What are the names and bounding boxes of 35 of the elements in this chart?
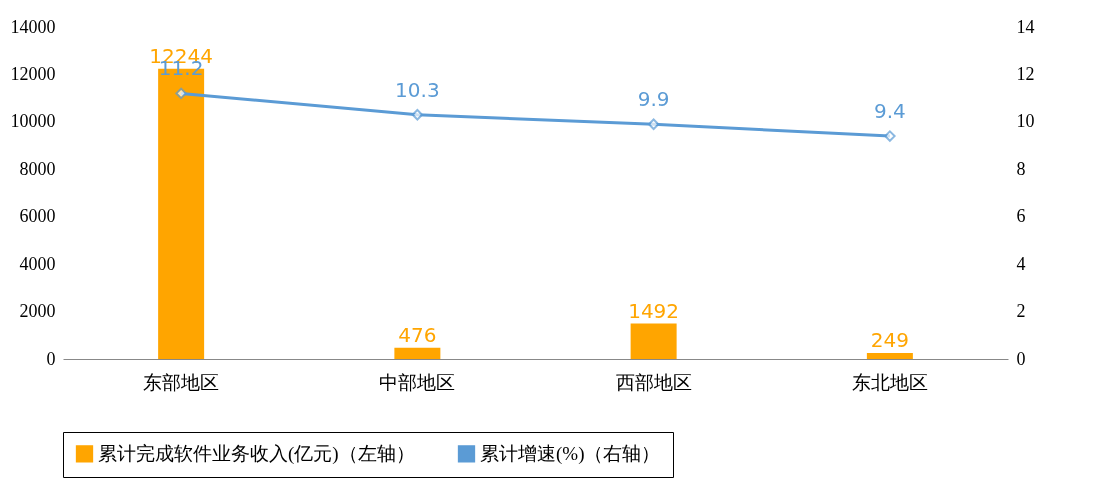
y-tick-label: 10000 (10, 111, 56, 132)
y-tick-label: 0 (46, 348, 56, 369)
y2-tick-label: 12 (1016, 63, 1035, 84)
x-tick-label: 东北地区 (851, 371, 928, 393)
point (647, 118, 660, 130)
y-tick-label: 6000 (19, 206, 56, 227)
y2-tick-label: 0 (1016, 348, 1026, 369)
x-tick-label: 东部地区 (143, 371, 220, 393)
data-label: 1492 (628, 298, 680, 323)
data-label: 9.4 (873, 99, 906, 124)
data-label: 9.9 (637, 87, 670, 112)
data-label: 249 (870, 328, 909, 353)
y2-tick-label: 2 (1016, 301, 1026, 322)
y2-tick-label: 4 (1016, 253, 1026, 274)
y-tick-label: 12000 (10, 63, 56, 84)
x-tick-label: 西部地区 (615, 371, 692, 393)
point (884, 130, 896, 142)
data-label: 476 (398, 322, 437, 347)
y2-tick-label: 8 (1016, 158, 1026, 179)
point (411, 109, 424, 121)
y-tick-label: 14000 (10, 16, 56, 37)
bar (866, 353, 913, 359)
y-tick-label: 8000 (19, 158, 56, 179)
y-tick-label: 2000 (19, 301, 56, 322)
y2-tick-label: 10 (1016, 111, 1035, 132)
legend-label: 累计完成软件业务收入(亿元)（左轴） (98, 442, 415, 465)
bar (394, 347, 441, 359)
bar (630, 323, 677, 359)
data-label: 10.3 (395, 77, 440, 102)
y2-tick-label: 14 (1016, 16, 1035, 37)
y2-tick-label: 6 (1016, 206, 1026, 227)
x-tick-label: 中部地区 (379, 371, 456, 393)
y-tick-label: 4000 (19, 253, 56, 274)
legend-label: 累计增速(%)（右轴） (480, 442, 661, 465)
point (175, 87, 187, 100)
